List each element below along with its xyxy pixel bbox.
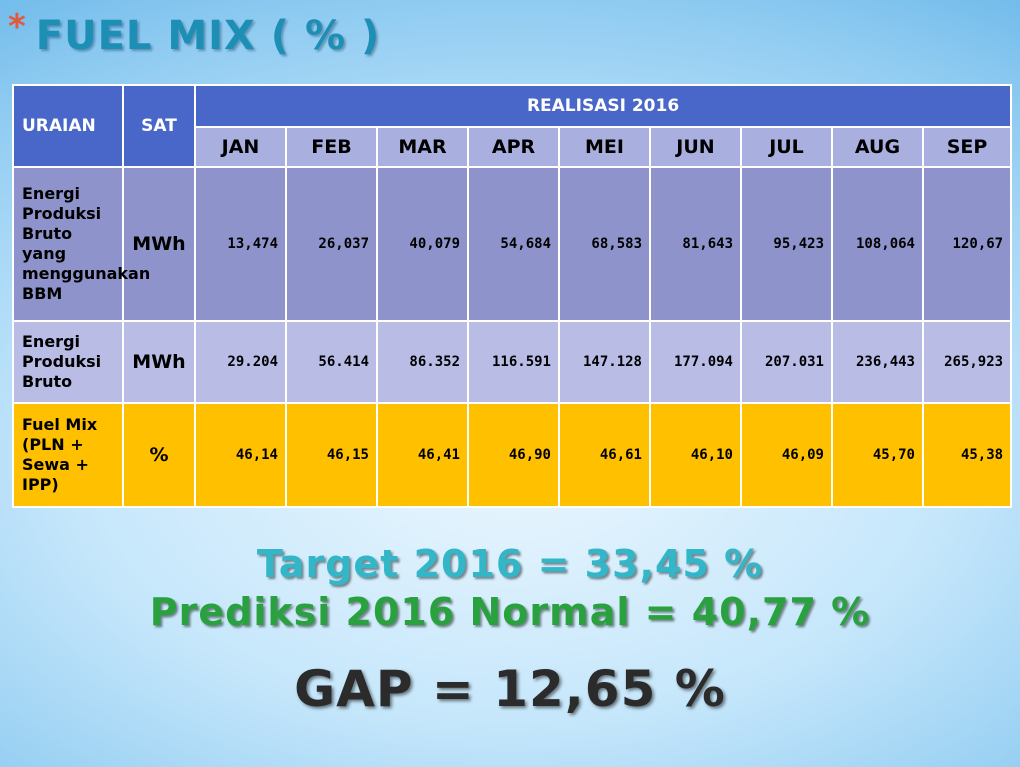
table-cell: 46,61 [558, 402, 651, 508]
row-unit: MWh [122, 320, 196, 404]
month-header: AUG [831, 126, 924, 168]
title-bullet: * [8, 7, 26, 47]
month-header: MEI [558, 126, 651, 168]
table-cell: 56.414 [285, 320, 378, 404]
table-cell: 40,079 [376, 166, 469, 322]
row-label: Fuel Mix (PLN + Sewa + IPP) [12, 402, 124, 508]
month-header: JUN [649, 126, 742, 168]
table-row-fuel-mix: Fuel Mix (PLN + Sewa + IPP) % 46,14 46,1… [12, 402, 1013, 508]
row-label: Energi Produksi Bruto yang menggunakan B… [12, 166, 150, 322]
prediksi-text: Prediksi 2016 Normal = 40,77 % [149, 590, 871, 634]
table-cell: 265,923 [921, 320, 1013, 404]
table-row-bbm: Energi Produksi Bruto yang menggunakan B… [12, 166, 1013, 322]
table-cell: 86.352 [376, 320, 469, 404]
slide-title: FUEL MIX ( % ) [35, 13, 381, 59]
table-cell: 46,10 [649, 402, 742, 508]
table-cell: 54,684 [467, 166, 560, 322]
month-header: SEP [921, 126, 1013, 168]
title-row: * FUEL MIX ( % ) [8, 4, 380, 68]
table-cell: 46,14 [194, 402, 287, 508]
table-cell: 116.591 [467, 320, 560, 404]
table-cell: 46,09 [740, 402, 833, 508]
table-cell: 236,443 [831, 320, 924, 404]
row-label: Energi Produksi Bruto [12, 320, 124, 404]
header-realisasi: REALISASI 2016 [193, 84, 1013, 128]
table-cell: 147.128 [558, 320, 651, 404]
table-cell: 13,474 [194, 166, 287, 322]
row-unit: % [122, 402, 196, 508]
table-cell: 120,67 [921, 166, 1013, 322]
month-header: JUL [740, 126, 833, 168]
fuel-mix-table: URAIAN SAT REALISASI 2016 JAN FEB MAR AP… [12, 84, 1013, 508]
table-row-bruto: Energi Produksi Bruto MWh 29.204 56.414 … [12, 320, 1013, 404]
table-cell: 95,423 [740, 166, 833, 322]
table-cell: 46,90 [467, 402, 560, 508]
month-header: FEB [285, 126, 378, 168]
header-uraian: URAIAN [12, 84, 124, 168]
table-cell: 46,15 [285, 402, 378, 508]
table-cell: 29.204 [194, 320, 287, 404]
table-cell: 207.031 [740, 320, 833, 404]
table-cell: 68,583 [558, 166, 651, 322]
target-text: Target 2016 = 33,45 % [256, 542, 764, 586]
month-header: JAN [194, 126, 287, 168]
gap-text: GAP = 12,65 % [294, 660, 726, 718]
table-cell: 81,643 [649, 166, 742, 322]
table-cell: 108,064 [831, 166, 924, 322]
month-header: APR [467, 126, 560, 168]
row-unit: MWh [122, 166, 196, 322]
table-cell: 26,037 [285, 166, 378, 322]
month-header: MAR [376, 126, 469, 168]
table-cell: 45,38 [921, 402, 1013, 508]
header-sat: SAT [122, 84, 196, 168]
table-cell: 177.094 [649, 320, 742, 404]
table-cell: 45,70 [831, 402, 924, 508]
table-cell: 46,41 [376, 402, 469, 508]
